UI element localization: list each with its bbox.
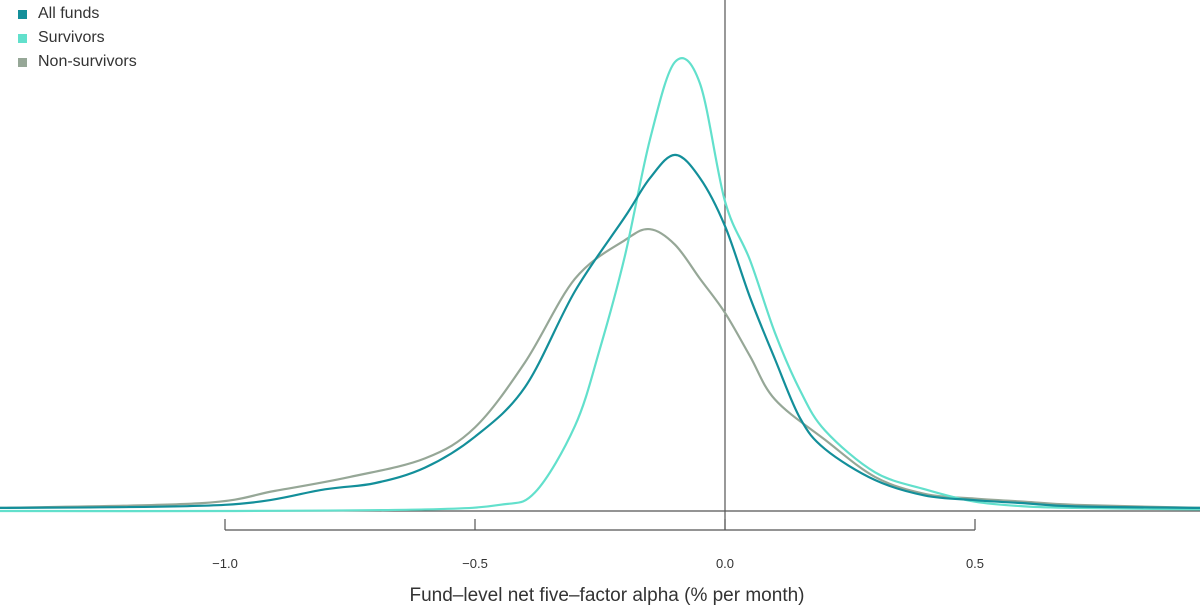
x-axis: −1.0 −0.5 0.0 0.5 bbox=[212, 519, 984, 571]
x-tick-label: −0.5 bbox=[462, 556, 488, 571]
legend-swatch-all-funds bbox=[18, 9, 27, 19]
x-tick-label: 0.5 bbox=[966, 556, 984, 571]
legend-label-survivors: Survivors bbox=[38, 29, 105, 46]
x-tick-label: −1.0 bbox=[212, 556, 238, 571]
x-axis-title: Fund–level net five–factor alpha (% per … bbox=[410, 585, 805, 606]
legend-swatch-non-survivors bbox=[18, 57, 27, 67]
legend-item-all-funds: All funds bbox=[18, 2, 137, 26]
legend-swatch-survivors bbox=[18, 33, 27, 43]
series-line-non-survivors bbox=[0, 227, 1200, 509]
legend-label-non-survivors: Non-survivors bbox=[38, 53, 137, 70]
series-line-survivors bbox=[0, 57, 1200, 513]
legend-label-all-funds: All funds bbox=[38, 5, 100, 22]
series-line-all-funds bbox=[0, 153, 1200, 509]
x-axis-ticks: −1.0 −0.5 0.0 0.5 bbox=[212, 519, 984, 571]
legend: All funds Survivors Non-survivors bbox=[18, 2, 137, 74]
x-tick-label: 0.0 bbox=[716, 556, 734, 571]
legend-item-survivors: Survivors bbox=[18, 26, 137, 50]
legend-item-non-survivors: Non-survivors bbox=[18, 50, 137, 74]
series-layer bbox=[0, 57, 1200, 513]
